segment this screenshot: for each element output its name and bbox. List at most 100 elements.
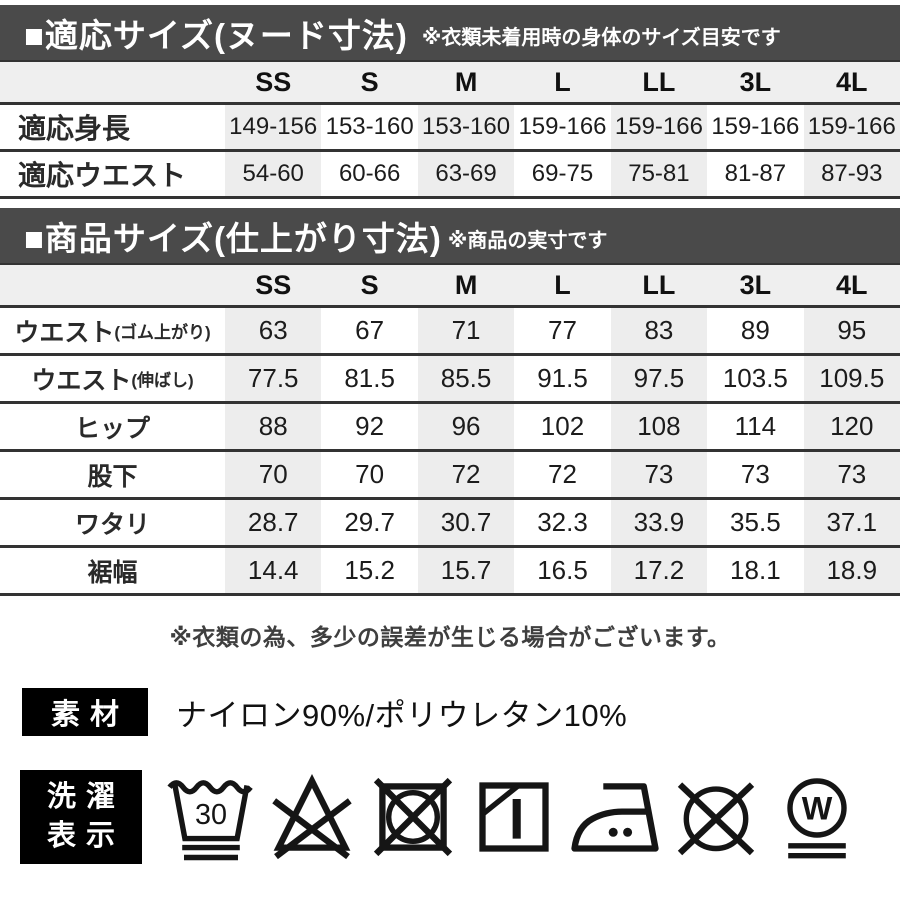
care-label-line2: 表示 [46, 820, 125, 852]
size-value: 54-60 [225, 152, 322, 196]
col-header: S [360, 66, 379, 97]
row-label: 股下 [0, 452, 225, 497]
size-value: 18.1 [730, 555, 781, 585]
product-size-table: SS S M L LL 3L 4L ウエスト (ゴム上がり) 63 67 71 7… [0, 263, 900, 596]
size-value: 153-160 [325, 113, 414, 140]
wet-clean-gentle-icon: W [787, 778, 847, 859]
size-value: 88 [225, 404, 322, 449]
size-value: 17.2 [610, 548, 708, 593]
row-label: ウエスト (ゴム上がり) [0, 308, 225, 353]
size-value: 108 [610, 404, 708, 449]
size-value: 83 [610, 308, 708, 353]
care-label-line1: 洗濯 [46, 780, 125, 813]
row-label-main: ワタリ [74, 510, 150, 539]
size-value: 96 [417, 404, 515, 449]
size-value: 159-166 [803, 105, 900, 149]
size-value: 32.3 [537, 507, 588, 537]
size-value: 95 [803, 308, 900, 353]
row-label: 裾幅 [0, 548, 225, 593]
row-label: ウエスト (伸ばし) [0, 356, 225, 401]
material-label-box: 素材 [22, 688, 148, 736]
size-value: 18.9 [803, 548, 900, 593]
size-value: 60-66 [338, 160, 401, 187]
size-value: 87-93 [803, 152, 900, 196]
wash-30-gentle-icon: 30 [167, 780, 253, 861]
size-value: 35.5 [730, 507, 781, 537]
size-value: 30.7 [417, 500, 515, 545]
size-value: 85.5 [417, 356, 515, 401]
col-header: 4L [836, 269, 868, 300]
fit-size-table-header-row: SS S M L LL 3L 4L [0, 60, 900, 105]
size-value: 73 [610, 452, 708, 497]
col-header: SS [255, 269, 292, 300]
size-value: 77 [548, 315, 577, 345]
size-value: 159-166 [711, 113, 800, 140]
section1-title: ■適応サイズ(ヌード寸法) [24, 16, 408, 54]
iron-medium-icon [571, 783, 659, 852]
section2-title: ■商品サイズ(仕上がり寸法) [24, 219, 442, 257]
size-value: 149-156 [225, 105, 322, 149]
do-not-tumble-dry-icon [373, 777, 453, 857]
row-label-sub: (ゴム上がり) [114, 323, 211, 342]
product-size-table-header-row: SS S M L LL 3L 4L [0, 263, 900, 308]
col-header: SS [255, 66, 292, 97]
table-row-waist-stretched: ウエスト (伸ばし) 77.5 81.5 85.5 91.5 97.5 103.5… [0, 356, 900, 404]
size-value: 15.7 [417, 548, 515, 593]
size-value: 28.7 [225, 500, 322, 545]
row-label-sub: (伸ばし) [131, 371, 194, 390]
svg-text:W: W [802, 791, 833, 827]
size-value: 70 [225, 452, 322, 497]
size-value: 70 [355, 459, 385, 489]
size-value: 75-81 [610, 152, 708, 196]
size-value: 63 [225, 308, 322, 353]
do-not-dry-clean-icon [677, 782, 755, 856]
col-header: L [554, 269, 571, 300]
size-value: 92 [355, 411, 385, 441]
row-label-main: ウエスト [31, 366, 132, 395]
size-value: 120 [803, 404, 900, 449]
section1-note: ※衣類未着用時の身体のサイズ目安です [421, 27, 781, 49]
size-value: 73 [740, 459, 770, 489]
row-label-main: ヒップ [74, 414, 150, 443]
col-header: 3L [739, 66, 772, 97]
col-header: M [454, 269, 478, 300]
size-value: 89 [740, 315, 770, 345]
material-row: 素材 ナイロン90%/ポリウレタン10% [22, 688, 900, 736]
size-value: 114 [734, 411, 777, 441]
size-value: 109.5 [803, 356, 900, 401]
size-value: 153-160 [417, 105, 515, 149]
table-row-hem-width: 裾幅 14.4 15.2 15.7 16.5 17.2 18.1 18.9 [0, 548, 900, 596]
care-label-box: 洗濯 表示 [20, 770, 142, 864]
material-value: ナイロン90%/ポリウレタン10% [176, 697, 628, 733]
size-value: 14.4 [225, 548, 322, 593]
size-value: 15.2 [344, 555, 395, 585]
col-header: 4L [836, 66, 868, 97]
do-not-bleach-icon [272, 773, 352, 860]
care-instructions-row: 洗濯 表示 30 [20, 770, 900, 864]
table-row-hip: ヒップ 88 92 96 102 108 114 120 [0, 404, 900, 452]
section1-header: ■適応サイズ(ヌード寸法) ※衣類未着用時の身体のサイズ目安です [0, 5, 900, 60]
dry-in-shade-icon [479, 782, 549, 852]
size-value: 67 [355, 315, 385, 345]
table-row-height: 適応身長 149-156 153-160 153-160 159-166 159… [0, 105, 900, 152]
size-value: 159-166 [518, 113, 607, 140]
care-symbols: 30 [166, 772, 873, 862]
size-value: 72 [548, 459, 577, 489]
col-header: S [360, 269, 379, 300]
col-header: LL [642, 269, 676, 300]
table-row-waist-elastic: ウエスト (ゴム上がり) 63 67 71 77 83 89 95 [0, 308, 900, 356]
table-row-waist: 適応ウエスト 54-60 60-66 63-69 69-75 75-81 81-… [0, 152, 900, 199]
size-value: 72 [417, 452, 515, 497]
col-header: M [454, 66, 478, 97]
row-label-main: 裾幅 [87, 558, 138, 587]
size-value: 81-87 [724, 160, 787, 187]
table-row-thigh: ワタリ 28.7 29.7 30.7 32.3 33.9 35.5 37.1 [0, 500, 900, 548]
size-value: 29.7 [344, 507, 395, 537]
measurement-disclaimer: ※衣類の為、多少の誤差が生じる場合がございます。 [169, 624, 731, 650]
col-header: LL [642, 66, 676, 97]
row-label: ヒップ [0, 404, 225, 449]
size-value: 73 [803, 452, 900, 497]
size-value: 16.5 [537, 555, 588, 585]
section2-note: ※商品の実寸です [447, 230, 608, 252]
row-label-main: ウエスト [14, 318, 115, 347]
